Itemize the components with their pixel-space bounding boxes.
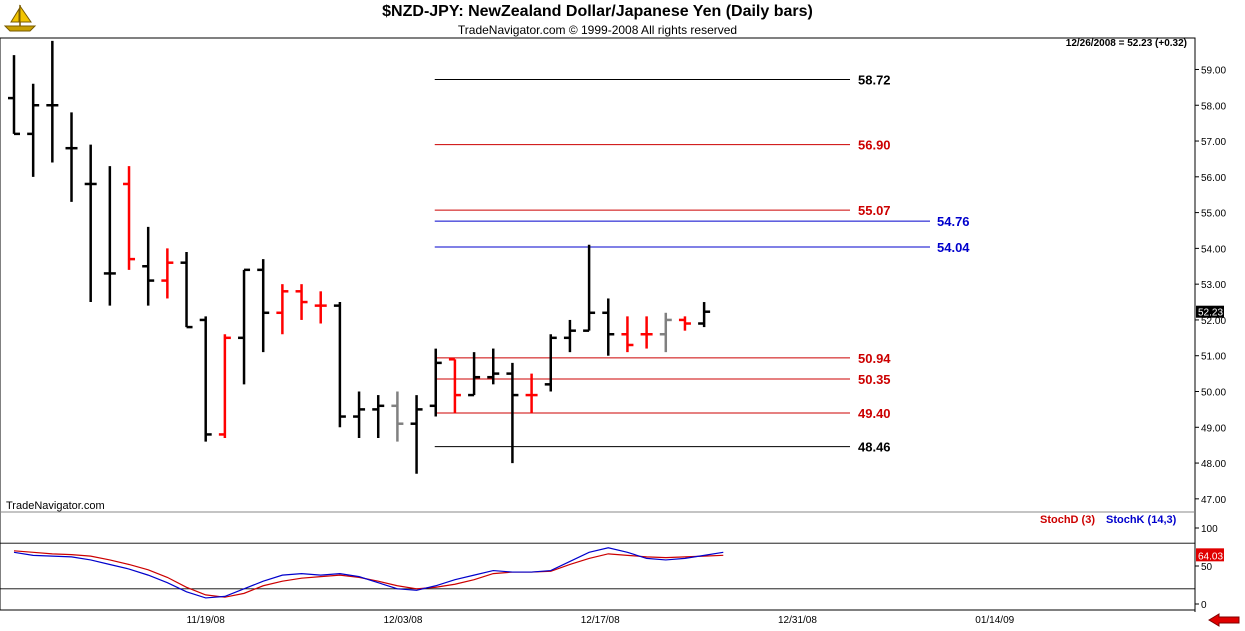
ohlc-bar	[698, 302, 711, 328]
x-axis-date-label: 12/17/08	[581, 615, 620, 626]
ohlc-bar	[659, 312, 672, 353]
ohlc-bar	[602, 298, 615, 356]
last-quote-readout: 12/26/2008 = 52.23 (+0.32)	[1065, 38, 1187, 49]
ohlc-bar	[123, 166, 136, 270]
ohlc-bar	[678, 316, 691, 331]
x-axis-date-label: 11/19/08	[187, 615, 226, 626]
ohlc-bar	[544, 334, 557, 392]
legend-stoch-k: StochK (14,3)	[1106, 514, 1177, 526]
ohlc-bar	[276, 284, 289, 335]
level-label: 48.46	[858, 440, 891, 455]
copyright-notice: TradeNavigator.com © 1999-2008 All right…	[457, 23, 738, 37]
price-axis-label: 57.00	[1201, 137, 1226, 148]
price-axis-label: 50.00	[1201, 388, 1226, 399]
stoch-axis-label: 50	[1201, 562, 1213, 573]
chart-title: $NZD-JPY: NewZealand Dollar/Japanese Yen…	[382, 3, 813, 20]
x-axis-date-label: 12/31/08	[778, 615, 817, 626]
level-label: 56.90	[858, 138, 891, 153]
price-axis-label: 59.00	[1201, 65, 1226, 76]
level-label: 50.35	[858, 372, 891, 387]
ohlc-bar	[161, 248, 174, 299]
price-axis-label: 53.00	[1201, 280, 1226, 291]
ohlc-bar	[487, 348, 500, 385]
ohlc-bar	[333, 302, 346, 428]
price-axis-label: 51.00	[1201, 352, 1226, 363]
ohlc-bar	[640, 316, 653, 349]
level-label: 58.72	[858, 72, 891, 87]
plot-area-border	[0, 37, 1196, 611]
ohlc-bar	[468, 352, 481, 397]
ohlc-bar	[353, 391, 366, 439]
scroll-left-arrow-icon[interactable]	[1208, 613, 1240, 627]
ohlc-bar	[295, 284, 308, 320]
current-price-label: 52.23	[1198, 308, 1223, 319]
ohlc-bar	[8, 55, 20, 136]
price-axis-label: 58.00	[1201, 101, 1226, 112]
price-axis-label: 47.00	[1201, 495, 1226, 506]
ohlc-bar	[429, 348, 442, 417]
ohlc-bar	[142, 226, 155, 306]
ohlc-bar	[506, 362, 519, 464]
ohlc-bar	[84, 144, 97, 303]
stoch-k-line	[13, 547, 724, 599]
watermark-brand: TradeNavigator.com	[6, 500, 105, 512]
ohlc-bar	[238, 268, 251, 385]
ohlc-bar	[621, 316, 634, 353]
sailing-ship-logo-icon[interactable]	[3, 2, 37, 32]
ohlc-bar	[410, 395, 423, 474]
level-label: 49.40	[858, 406, 891, 421]
level-label: 54.04	[937, 240, 970, 255]
ohlc-bar	[525, 373, 538, 413]
ohlc-bar	[46, 40, 59, 163]
ohlc-bar	[103, 166, 116, 306]
level-label: 50.94	[858, 351, 891, 366]
ohlc-bar	[257, 259, 270, 353]
ohlc-bar	[563, 319, 576, 353]
stoch-d-line	[13, 550, 724, 598]
x-axis-date-label: 12/03/08	[383, 615, 422, 626]
current-price-box	[1196, 305, 1224, 318]
ohlc-bar	[199, 316, 212, 442]
ohlc-bar	[218, 334, 231, 439]
ohlc-bar	[391, 391, 404, 442]
ohlc-bar	[180, 251, 193, 329]
stoch-axis-label: 0	[1201, 600, 1207, 611]
x-axis-date-label: 01/14/09	[975, 615, 1014, 626]
price-axis-label: 48.00	[1201, 459, 1226, 470]
price-axis-label: 52.00	[1201, 316, 1226, 327]
price-axis-label: 55.00	[1201, 209, 1226, 220]
ohlc-bar	[583, 244, 596, 332]
price-axis-label: 49.00	[1201, 423, 1226, 434]
stoch-value-box	[1196, 548, 1224, 562]
stoch-axis-label: 100	[1201, 524, 1218, 535]
ohlc-bar	[448, 358, 461, 413]
ohlc-bar	[314, 291, 327, 324]
ohlc-bar	[27, 83, 40, 177]
level-label: 55.07	[858, 203, 891, 218]
stoch-value-label: 64.03	[1198, 551, 1223, 562]
price-axis-label: 56.00	[1201, 173, 1226, 184]
ohlc-bar	[372, 395, 385, 439]
level-label: 54.76	[937, 214, 970, 229]
legend-stoch-d: StochD (3)	[1040, 514, 1095, 526]
price-axis-label: 54.00	[1201, 244, 1226, 255]
ohlc-bar	[65, 112, 78, 202]
